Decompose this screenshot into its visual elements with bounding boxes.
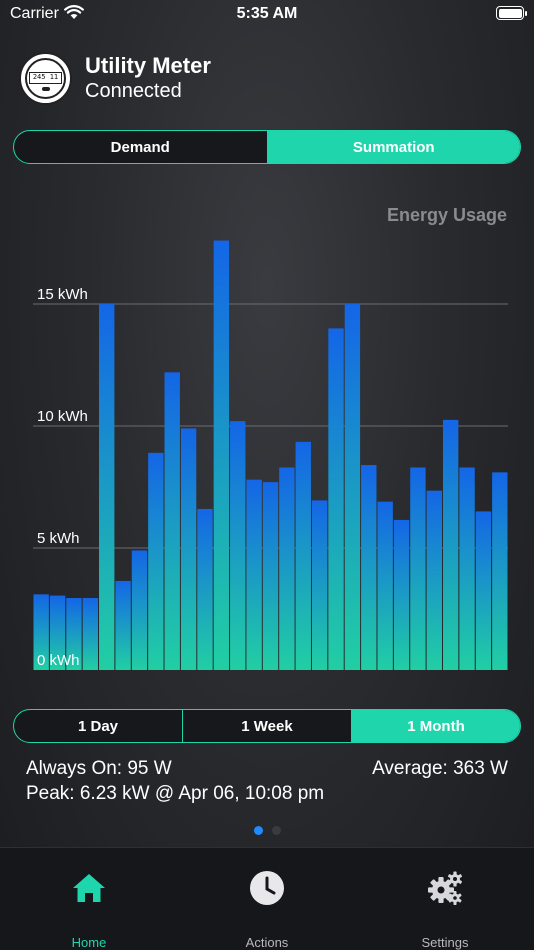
tab-demand[interactable]: Demand xyxy=(110,138,170,156)
meter-avatar[interactable]: 245 11 xyxy=(19,52,72,105)
status-bar: Carrier 5:35 AM xyxy=(0,0,534,30)
home-icon xyxy=(73,874,105,902)
meter-display: 245 11 xyxy=(29,72,62,84)
chart-bar[interactable] xyxy=(197,508,213,670)
chart-bar[interactable] xyxy=(246,479,262,670)
y-tick-label: 0 kWh xyxy=(37,652,80,669)
y-tick-label: 10 kWh xyxy=(37,408,88,425)
tab-settings-label: Settings xyxy=(421,935,469,950)
tab-home-label: Home xyxy=(71,935,107,950)
energy-usage-chart: 0 kWh 5 kWh 10 kWh 15 kWh xyxy=(33,240,508,670)
chart-bar[interactable] xyxy=(49,595,66,670)
chart-bar[interactable] xyxy=(393,519,410,670)
mode-segmented-control: Demand Summation xyxy=(13,130,521,164)
average-stat: Average: 363 W xyxy=(372,758,508,779)
chart-bar[interactable] xyxy=(33,594,49,670)
battery-icon xyxy=(496,6,527,20)
chart-title: Energy Usage xyxy=(386,205,507,225)
tab-1-day[interactable]: 1 Day xyxy=(77,717,119,735)
chart-bar[interactable] xyxy=(361,465,377,670)
y-tick-label: 5 kWh xyxy=(37,530,80,547)
chart-bar[interactable] xyxy=(66,598,82,670)
chart-bar[interactable] xyxy=(311,500,328,670)
tab-summation[interactable]: Summation xyxy=(266,131,520,163)
chart-bar[interactable] xyxy=(410,467,426,670)
tab-1-month[interactable]: 1 Month xyxy=(351,710,520,742)
chart-bar[interactable] xyxy=(99,304,115,670)
chart-bar[interactable] xyxy=(180,428,197,670)
page-dot-1 xyxy=(253,826,263,835)
status-time: 5:35 AM xyxy=(236,5,298,22)
chart-bar[interactable] xyxy=(148,452,164,670)
clock-icon xyxy=(250,871,284,905)
device-title: Utility Meter xyxy=(85,53,211,78)
chart-bar[interactable] xyxy=(115,580,131,670)
chart-bar[interactable] xyxy=(475,511,492,670)
tab-settings[interactable]: Settings xyxy=(356,848,534,950)
wifi-icon xyxy=(64,5,84,19)
page-dot-2 xyxy=(271,826,281,835)
chart-bar[interactable] xyxy=(295,441,311,670)
chart-bar[interactable] xyxy=(492,472,508,670)
chart-bar[interactable] xyxy=(279,467,295,670)
chart-bar[interactable] xyxy=(442,419,459,670)
tab-home[interactable]: Home xyxy=(0,848,178,950)
chart-bar[interactable] xyxy=(131,550,148,670)
tab-bar: Home Actions xyxy=(0,847,534,950)
gears-icon xyxy=(428,871,463,905)
chart-bar[interactable] xyxy=(82,598,99,670)
tab-actions[interactable]: Actions xyxy=(178,848,356,950)
tab-1-week[interactable]: 1 Week xyxy=(182,710,351,742)
chart-bar[interactable] xyxy=(213,240,230,670)
chart-bar[interactable] xyxy=(426,490,442,670)
carrier-label: Carrier xyxy=(10,5,59,22)
chart-bar[interactable] xyxy=(230,421,246,670)
chart-bar[interactable] xyxy=(262,482,279,670)
peak-stat: Peak: 6.23 kW @ Apr 06, 10:08 pm xyxy=(26,783,325,804)
always-on-stat: Always On: 95 W xyxy=(26,758,172,779)
connection-status: Connected xyxy=(85,80,182,102)
chart-bar[interactable] xyxy=(459,467,475,670)
chart-bar[interactable] xyxy=(344,304,361,670)
range-segmented-control: 1 Day 1 Week 1 Month xyxy=(13,709,521,743)
chart-bar[interactable] xyxy=(377,501,393,670)
y-tick-label: 15 kWh xyxy=(37,286,88,303)
chart-bar[interactable] xyxy=(164,372,180,670)
chart-bar[interactable] xyxy=(328,328,344,670)
tab-actions-label: Actions xyxy=(245,935,289,950)
page-indicator[interactable] xyxy=(0,826,534,835)
